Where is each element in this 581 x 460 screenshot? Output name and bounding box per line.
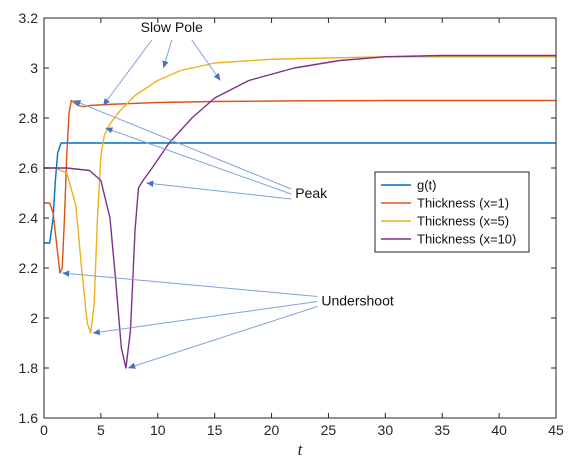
y-tick-label-8: 3.2 bbox=[19, 10, 39, 26]
series-line-2 bbox=[44, 99, 556, 274]
y-tick-label-1: 1.8 bbox=[19, 360, 39, 376]
y-tick-label-0: 1.6 bbox=[19, 410, 39, 426]
legend-label-2: Thickness (x=1) bbox=[417, 196, 509, 211]
x-tick-label-8: 40 bbox=[491, 422, 507, 438]
annotation-arrow-3-1 bbox=[62, 270, 318, 297]
y-tick-label-5: 2.6 bbox=[19, 160, 39, 176]
x-tick-label-3: 15 bbox=[207, 422, 223, 438]
x-tick-label-6: 30 bbox=[378, 422, 394, 438]
legend-label-4: Thickness (x=10) bbox=[417, 232, 516, 247]
annotation-arrow-2-3 bbox=[146, 180, 292, 200]
x-tick-label-0: 0 bbox=[40, 422, 48, 438]
x-tick-label-5: 25 bbox=[321, 422, 337, 438]
legend-label-3: Thickness (x=5) bbox=[417, 214, 509, 229]
y-tick-label-6: 2.8 bbox=[19, 110, 39, 126]
annotation-arrow-3-2 bbox=[92, 301, 318, 336]
x-tick-label-2: 10 bbox=[150, 422, 166, 438]
annotation-arrow-2-1 bbox=[73, 100, 292, 190]
annotation-arrow-1-3 bbox=[191, 39, 221, 81]
y-tick-label-7: 3 bbox=[30, 60, 38, 76]
annotation-arrow-1-1 bbox=[102, 39, 153, 106]
y-tick-label-3: 2.2 bbox=[19, 260, 39, 276]
x-axis-label: t bbox=[298, 440, 304, 459]
annotation-label-3: Undershoot bbox=[321, 293, 393, 309]
y-tick-label-2: 2 bbox=[30, 310, 38, 326]
series-line-4 bbox=[44, 54, 556, 369]
annotation-arrow-3-3 bbox=[128, 306, 318, 369]
legend: g(t) Thickness (x=1) Thickness (x=5) Thickn… bbox=[374, 171, 530, 253]
x-tick-label-1: 5 bbox=[97, 422, 105, 438]
series-line-1 bbox=[44, 142, 556, 244]
series-layer bbox=[44, 54, 556, 369]
legend-label-1: g(t) bbox=[417, 178, 437, 193]
annotation-layer: Slow Pole Peak Undershoot bbox=[62, 19, 394, 369]
x-tick-label-9: 45 bbox=[548, 422, 564, 438]
annotation-label-2: Peak bbox=[295, 185, 328, 201]
series-line-3 bbox=[44, 56, 556, 334]
annotation-arrow-1-2 bbox=[162, 39, 173, 69]
annotation-label-1: Slow Pole bbox=[141, 19, 203, 35]
y-tick-label-4: 2.4 bbox=[19, 210, 39, 226]
x-tick-label-4: 20 bbox=[264, 422, 280, 438]
annotation-arrow-2-2 bbox=[105, 127, 292, 195]
axes-layer: 0 5 10 15 20 25 30 35 40 45 1.6 1.8 2 2.2 2.4 2.6 2.8 3 3.… bbox=[19, 10, 564, 459]
x-tick-label-7: 35 bbox=[434, 422, 450, 438]
